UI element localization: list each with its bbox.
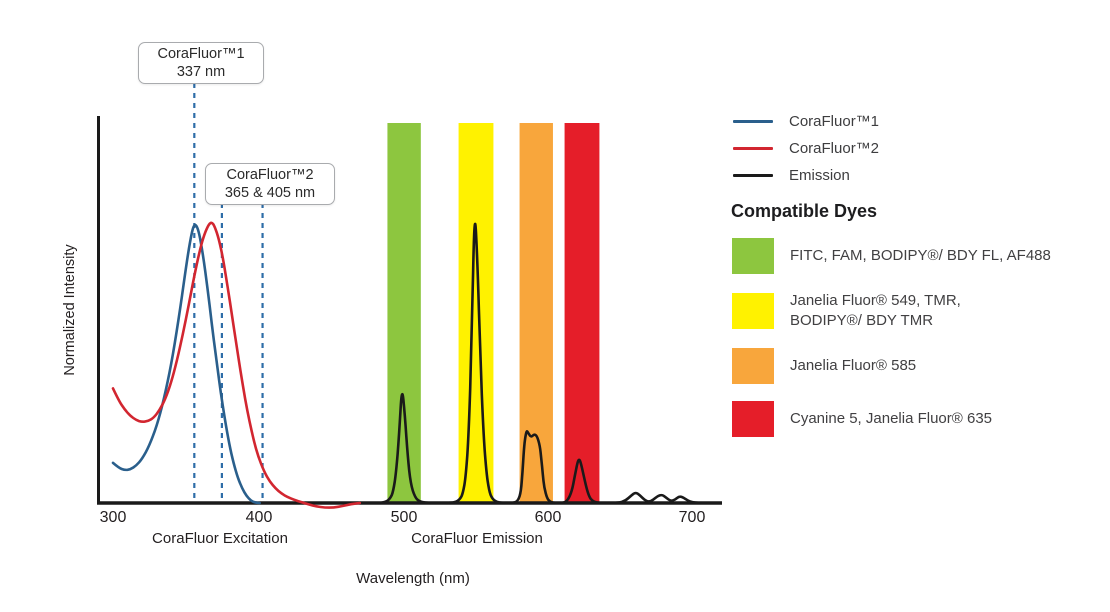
callout-corafluor1-title: CoraFluor™1: [157, 46, 245, 62]
legend-row-corafluor1: CoraFluor™1: [733, 108, 879, 135]
dye-label-green: FITC, FAM, BODIPY®/ BDY FL, AF488: [790, 247, 1051, 264]
callout-corafluor2-value: 365 & 405 nm: [224, 185, 316, 201]
x-tick-400: 400: [245, 509, 273, 526]
x-tick-700: 700: [678, 509, 706, 526]
dye-label-orange: Janelia Fluor® 585: [790, 357, 917, 374]
red-dye-window-band: [564, 123, 600, 502]
dye-row-green: FITC, FAM, BODIPY®/ BDY FL, AF488: [732, 238, 1051, 274]
dye-row-yellow: Janelia Fluor® 549, TMR, BODIPY®/ BDY TM…: [732, 291, 1051, 331]
compatible-dyes-heading: Compatible Dyes: [731, 201, 878, 221]
series-curve-0: [111, 223, 261, 505]
dye-swatch-yellow: [732, 293, 774, 329]
x-section-emission: CoraFluor Emission: [411, 530, 543, 547]
series-curve-1: [111, 221, 362, 509]
legend-line-swatch-black: [733, 174, 773, 177]
legend-line-swatch-blue: [733, 120, 773, 123]
callout-corafluor2-title: CoraFluor™2: [226, 167, 314, 183]
y-axis-title: Normalized Intensity: [62, 244, 78, 376]
green-dye-window-band: [387, 123, 421, 502]
spectra-chart: [97, 83, 722, 509]
series-curve-2: [378, 222, 707, 505]
legend-label-emission: Emission: [789, 167, 850, 184]
legend-row-emission: Emission: [733, 162, 879, 189]
dye-label-red: Cyanine 5, Janelia Fluor® 635: [790, 410, 993, 427]
dye-row-red: Cyanine 5, Janelia Fluor® 635: [732, 401, 1051, 437]
compatible-dyes-list: FITC, FAM, BODIPY®/ BDY FL, AF488 Janeli…: [732, 238, 1051, 454]
callout-corafluor1: CoraFluor™1 337 nm: [138, 42, 264, 84]
x-tick-600: 600: [534, 509, 562, 526]
callout-corafluor1-value: 337 nm: [176, 64, 226, 80]
x-section-excitation: CoraFluor Excitation: [152, 530, 288, 547]
legend-line-swatch-red: [733, 147, 773, 150]
dye-row-orange: Janelia Fluor® 585: [732, 348, 1051, 384]
x-tick-500: 500: [390, 509, 418, 526]
dye-label-yellow: Janelia Fluor® 549, TMR, BODIPY®/ BDY TM…: [790, 292, 961, 329]
x-axis-title: Wavelength (nm): [356, 570, 470, 587]
line-legend: CoraFluor™1 CoraFluor™2 Emission: [733, 108, 879, 189]
legend-label-corafluor1: CoraFluor™1: [789, 113, 880, 130]
yellow-dye-window-band: [458, 123, 494, 502]
callout-corafluor2: CoraFluor™2 365 & 405 nm: [205, 163, 335, 205]
legend-row-corafluor2: CoraFluor™2: [733, 135, 879, 162]
dye-swatch-green: [732, 238, 774, 274]
dye-swatch-orange: [732, 348, 774, 384]
dye-swatch-red: [732, 401, 774, 437]
x-tick-300: 300: [99, 509, 127, 526]
legend-label-corafluor2: CoraFluor™2: [789, 140, 880, 157]
